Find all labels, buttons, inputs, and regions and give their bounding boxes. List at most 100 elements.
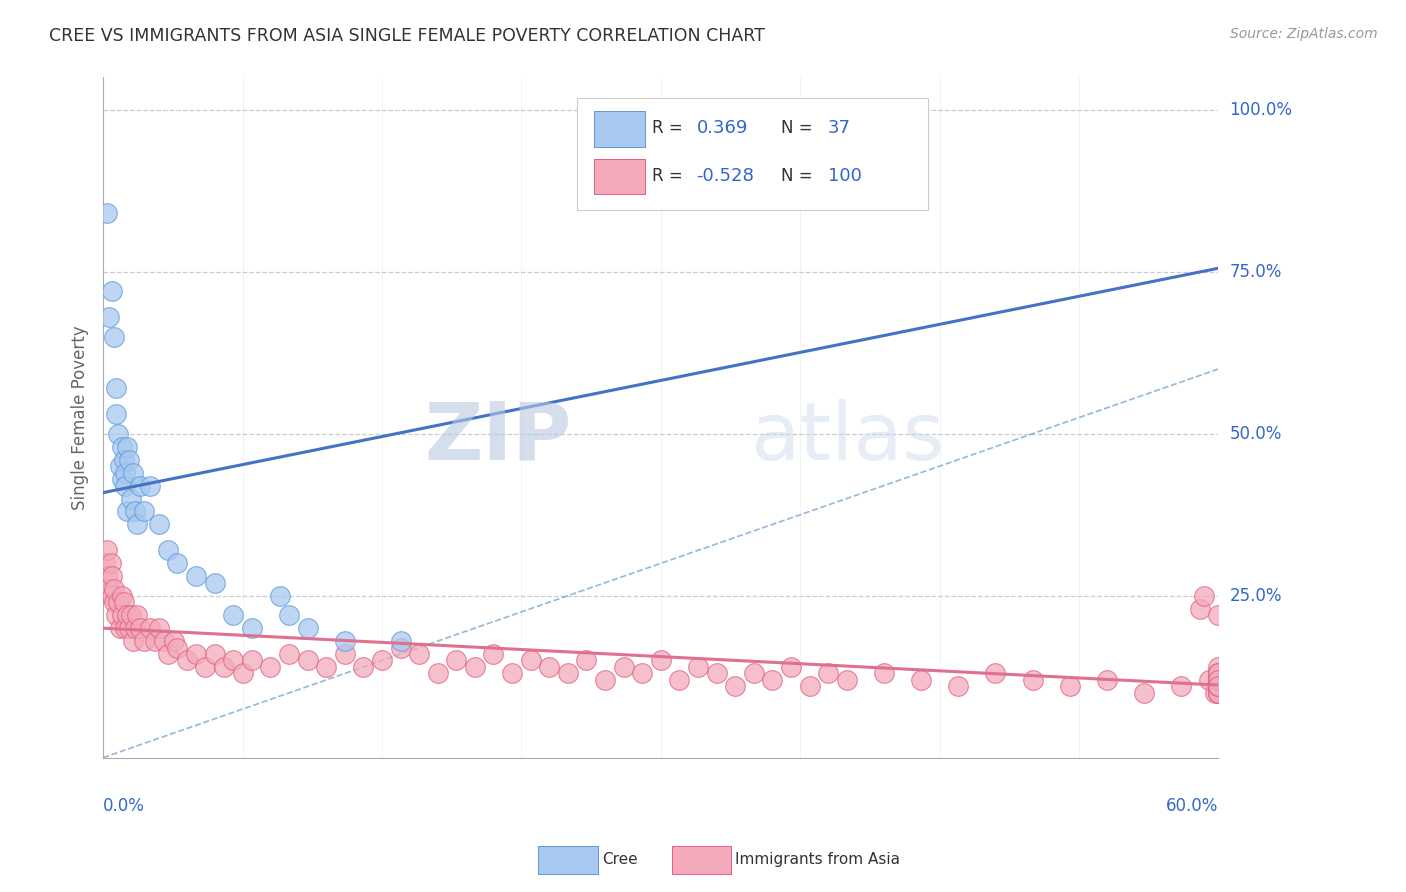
Point — [724, 680, 747, 694]
Text: 60.0%: 60.0% — [1166, 797, 1219, 814]
Text: 0.0%: 0.0% — [103, 797, 145, 814]
Point — [1133, 686, 1156, 700]
Point — [125, 608, 148, 623]
Point — [780, 660, 803, 674]
Point — [1188, 601, 1211, 615]
Point — [1208, 680, 1230, 694]
Text: ZIP: ZIP — [425, 399, 572, 477]
Point — [101, 569, 124, 583]
Point — [157, 543, 180, 558]
Text: 100: 100 — [828, 167, 862, 185]
Point — [910, 673, 932, 687]
Text: 100.0%: 100.0% — [1230, 101, 1292, 119]
Point — [163, 634, 186, 648]
Point — [1208, 608, 1230, 623]
Point — [538, 660, 561, 674]
Point — [333, 634, 356, 648]
Point — [1208, 680, 1230, 694]
Point — [101, 284, 124, 298]
Text: -0.528: -0.528 — [696, 167, 755, 185]
Text: 0.369: 0.369 — [696, 120, 748, 137]
Point — [96, 543, 118, 558]
Point — [408, 647, 430, 661]
Point — [297, 653, 319, 667]
Point — [668, 673, 690, 687]
Point — [1208, 686, 1230, 700]
Point — [873, 666, 896, 681]
Point — [118, 452, 141, 467]
Point — [352, 660, 374, 674]
Point — [426, 666, 449, 681]
Point — [1208, 660, 1230, 674]
Point — [240, 621, 263, 635]
Point — [184, 647, 207, 661]
Point — [132, 634, 155, 648]
Point — [176, 653, 198, 667]
FancyBboxPatch shape — [576, 98, 928, 211]
Point — [148, 621, 170, 635]
Point — [108, 459, 131, 474]
Point — [107, 426, 129, 441]
Point — [132, 504, 155, 518]
Point — [557, 666, 579, 681]
Text: 50.0%: 50.0% — [1230, 425, 1282, 442]
Point — [138, 621, 160, 635]
Point — [112, 595, 135, 609]
Point — [1208, 673, 1230, 687]
Text: Immigrants from Asia: Immigrants from Asia — [735, 853, 900, 867]
Point — [1208, 666, 1230, 681]
Point — [742, 666, 765, 681]
Point — [240, 653, 263, 667]
Point — [107, 595, 129, 609]
Point — [1208, 686, 1230, 700]
Point — [1208, 666, 1230, 681]
Point — [835, 673, 858, 687]
Point — [120, 491, 142, 506]
Text: CREE VS IMMIGRANTS FROM ASIA SINGLE FEMALE POVERTY CORRELATION CHART: CREE VS IMMIGRANTS FROM ASIA SINGLE FEMA… — [49, 27, 765, 45]
Point — [706, 666, 728, 681]
Point — [117, 608, 139, 623]
Point — [97, 582, 120, 597]
Text: Cree: Cree — [602, 853, 637, 867]
Point — [111, 472, 134, 486]
Text: N =: N = — [782, 167, 813, 185]
Point — [1208, 673, 1230, 687]
Point — [212, 660, 235, 674]
Point — [389, 634, 412, 648]
Point — [122, 466, 145, 480]
Point — [575, 653, 598, 667]
Point — [482, 647, 505, 661]
Point — [114, 478, 136, 492]
Point — [96, 569, 118, 583]
Point — [232, 666, 254, 681]
Point — [100, 557, 122, 571]
Point — [269, 589, 291, 603]
Point — [184, 569, 207, 583]
Point — [114, 466, 136, 480]
Point — [650, 653, 672, 667]
Point — [114, 621, 136, 635]
Text: 75.0%: 75.0% — [1230, 263, 1282, 281]
Point — [103, 329, 125, 343]
FancyBboxPatch shape — [593, 112, 645, 147]
Point — [166, 640, 188, 655]
Point — [103, 595, 125, 609]
Point — [631, 122, 654, 136]
Point — [138, 478, 160, 492]
Point — [105, 608, 128, 623]
Point — [111, 589, 134, 603]
Point — [259, 660, 281, 674]
Point — [464, 660, 486, 674]
Point — [222, 608, 245, 623]
Point — [1204, 686, 1226, 700]
Text: 25.0%: 25.0% — [1230, 587, 1282, 605]
Point — [105, 381, 128, 395]
Point — [97, 310, 120, 325]
Point — [315, 660, 337, 674]
Point — [1170, 680, 1192, 694]
Point — [166, 557, 188, 571]
Text: R =: R = — [652, 120, 683, 137]
Point — [948, 680, 970, 694]
Point — [817, 666, 839, 681]
Point — [153, 634, 176, 648]
